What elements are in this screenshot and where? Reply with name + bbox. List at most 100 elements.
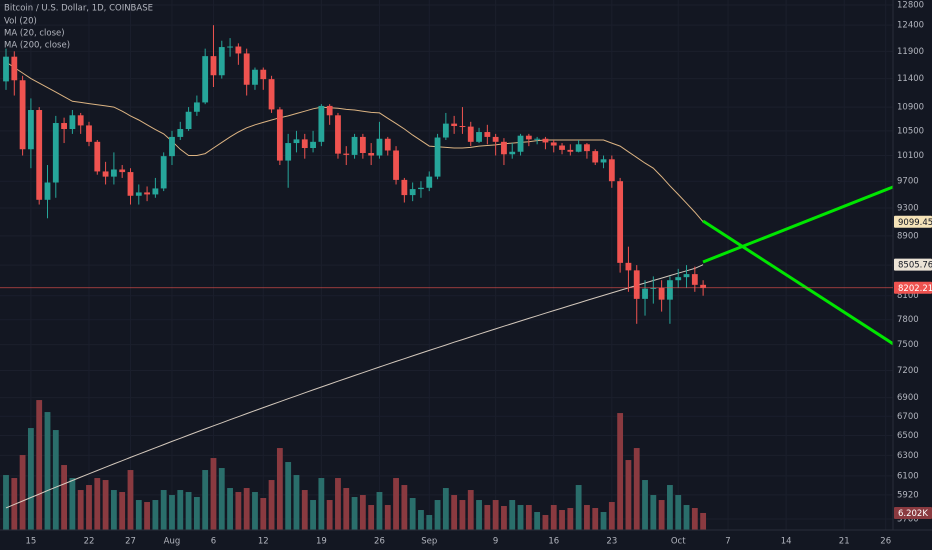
- indicator-label: Vol (20): [4, 17, 37, 27]
- volume-bar: [326, 500, 333, 530]
- volume-bar: [61, 465, 67, 530]
- x-tick-label: 19: [316, 537, 327, 547]
- y-tick-label: 5700: [897, 514, 919, 524]
- volume-bar: [393, 478, 399, 530]
- x-tick-label: 15: [25, 537, 36, 547]
- volume-bar: [384, 505, 391, 530]
- y-tick-label: 9700: [897, 177, 919, 187]
- candle-body: [235, 46, 242, 54]
- volume-bar: [592, 508, 599, 530]
- volume-bar: [202, 470, 209, 530]
- volume-bar: [169, 495, 175, 530]
- volume-bar: [235, 492, 242, 530]
- volume-bar: [650, 495, 657, 530]
- ma-line: [5, 264, 704, 509]
- volume-bar: [27, 428, 34, 530]
- candle-body: [11, 56, 18, 81]
- price-tag: [894, 506, 932, 519]
- x-tick-label: 12: [258, 537, 269, 547]
- volume-bar: [567, 508, 574, 530]
- candle-body: [193, 102, 200, 112]
- candle-body: [550, 142, 557, 146]
- candle-body: [119, 169, 126, 173]
- volume-bar: [36, 400, 43, 530]
- volume-bar: [69, 478, 76, 530]
- volume-bar: [19, 455, 26, 530]
- volume-bar: [52, 430, 59, 530]
- volume-bar: [77, 490, 84, 530]
- y-tick-label: 7200: [897, 366, 919, 376]
- candle-body: [185, 111, 192, 130]
- candle-body: [110, 169, 117, 177]
- volume-bar: [451, 495, 458, 530]
- candle-body: [252, 69, 258, 85]
- price-tag-label: 8505.76: [898, 261, 932, 271]
- volume-bar: [359, 495, 366, 530]
- volume-bar: [401, 485, 408, 530]
- x-tick-label: Sep: [421, 537, 437, 547]
- candle-body: [102, 171, 109, 177]
- candle-body: [169, 136, 175, 157]
- y-tick-label: 6700: [897, 412, 919, 422]
- candle-body: [442, 123, 449, 138]
- candle-body: [61, 123, 67, 130]
- volume-bar: [368, 505, 375, 530]
- volume-bar: [127, 470, 134, 530]
- candle-body: [584, 144, 590, 152]
- volume-bar: [86, 485, 92, 530]
- price-axis: [893, 0, 932, 550]
- candle-body: [525, 135, 532, 140]
- price-tag: [894, 281, 932, 294]
- candle-body: [301, 139, 308, 149]
- candle-body: [152, 188, 159, 195]
- volume-bar: [343, 488, 350, 530]
- candle-body: [575, 144, 582, 152]
- candle-body: [210, 56, 217, 76]
- volume-bar: [185, 492, 192, 530]
- candle-body: [418, 187, 424, 190]
- indicator-label: MA (200, close): [4, 41, 70, 51]
- candle-body: [617, 181, 624, 263]
- volume-bar: [600, 512, 607, 530]
- volume-bar: [542, 515, 549, 530]
- volume-bar: [559, 510, 565, 530]
- candle-body: [434, 137, 441, 177]
- trend-line: [702, 219, 899, 349]
- x-tick-label: Oct: [671, 537, 686, 547]
- y-tick-label: 7800: [897, 315, 919, 325]
- x-tick-label: Aug: [164, 537, 181, 547]
- y-tick-label: 9300: [897, 203, 919, 213]
- volume-bar: [376, 492, 383, 530]
- x-tick-label: 27: [125, 537, 136, 547]
- candle-body: [144, 192, 150, 195]
- volume-bar: [501, 506, 507, 530]
- volume-bar: [260, 498, 267, 530]
- volume-bar: [525, 505, 532, 530]
- volume-bar: [218, 468, 225, 530]
- volume-layer: [3, 400, 707, 530]
- volume-bar: [608, 502, 615, 530]
- volume-bar: [268, 480, 275, 530]
- candle-body: [476, 132, 482, 142]
- y-tick-label: 8100: [897, 291, 919, 301]
- candle-body: [650, 287, 657, 289]
- y-tick-label: 7500: [897, 340, 919, 350]
- volume-bar: [243, 488, 250, 530]
- candle-body: [625, 262, 632, 271]
- ma-line: [5, 61, 704, 223]
- candle-body: [52, 123, 59, 183]
- candle-body: [351, 136, 358, 155]
- price-tag: [894, 258, 932, 271]
- x-tick-label: 14: [781, 537, 792, 547]
- candle-body: [326, 105, 333, 116]
- volume-bar: [484, 505, 491, 530]
- x-tick-label: 22: [84, 537, 95, 547]
- candle-body: [426, 176, 433, 188]
- candle-body: [683, 274, 690, 278]
- volume-bar: [3, 475, 9, 530]
- candle-body: [260, 69, 267, 80]
- volume-bar: [434, 500, 441, 530]
- x-tick-label: 26: [880, 537, 891, 547]
- volume-bar: [335, 478, 341, 530]
